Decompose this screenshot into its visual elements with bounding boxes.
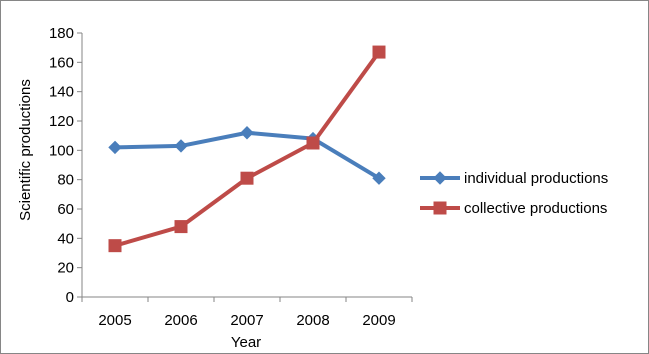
data-point-marker [306, 136, 320, 150]
data-point-marker [108, 239, 122, 253]
y-tick-label: 20 [57, 260, 74, 277]
data-point-marker [174, 139, 188, 153]
y-tick-label: 140 [49, 84, 74, 101]
data-point-marker [372, 45, 386, 59]
data-point-marker [174, 220, 188, 234]
legend: individual productions collective product… [420, 170, 608, 217]
data-point-marker [240, 126, 254, 140]
y-tick-label: 120 [49, 113, 74, 130]
x-tick-label: 2007 [230, 312, 263, 329]
data-point-marker [372, 171, 386, 185]
x-tick-label: 2009 [362, 312, 395, 329]
y-tick-label: 100 [49, 142, 74, 159]
data-point-marker [240, 171, 254, 185]
y-tick-label: 80 [57, 172, 74, 189]
legend-marker-swatch [433, 201, 447, 215]
x-tick-label: 2008 [296, 312, 329, 329]
legend-label: individual productions [464, 170, 608, 187]
y-tick-label: 60 [57, 201, 74, 218]
legend-item: individual productions [420, 170, 608, 187]
x-tick-label: 2005 [98, 312, 131, 329]
y-tick-label: 0 [66, 289, 74, 306]
x-axis: 2005 2006 2007 2008 2009 [81, 296, 413, 329]
y-tick-label: 180 [49, 25, 74, 42]
y-tick-label: 40 [57, 230, 74, 247]
data-point-marker [108, 140, 122, 155]
legend-marker-swatch [433, 171, 447, 185]
legend-item: collective productions [420, 200, 607, 217]
y-axis-title: Scientific productions [17, 79, 34, 221]
series-collective-productions [108, 45, 386, 253]
x-tick-label: 2006 [164, 312, 197, 329]
y-tick-label: 160 [49, 54, 74, 71]
y-axis: 0 20 40 60 80 100 120 140 160 180 [49, 25, 83, 306]
legend-label: collective productions [464, 200, 607, 217]
x-axis-title: Year [231, 334, 261, 351]
series-layer [108, 45, 386, 253]
